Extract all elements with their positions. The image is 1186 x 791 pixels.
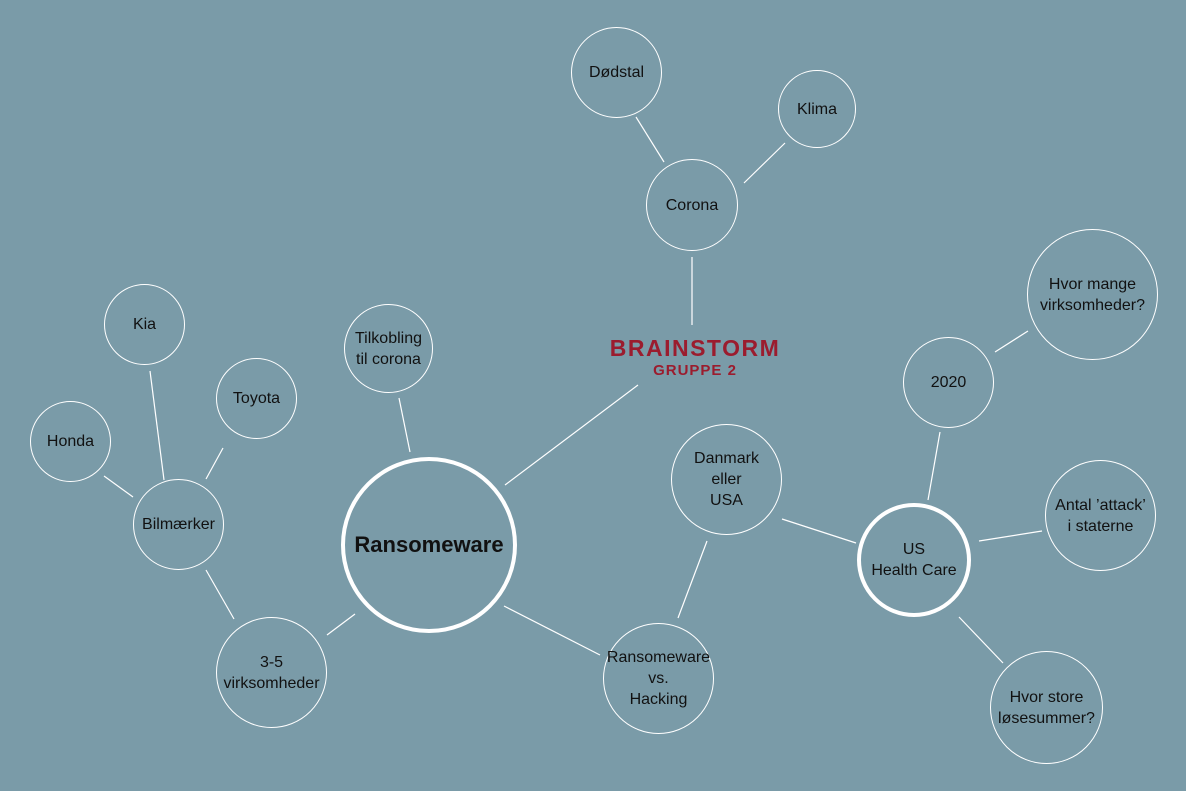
connector-line [504,384,639,486]
connector-line [149,370,165,481]
node-danmark-eller-usa: Danmark eller USA [671,424,782,535]
title-sub: GRUPPE 2 [653,362,737,379]
node-toyota: Toyota [216,358,297,439]
node-dodstal: Dødstal [571,27,662,118]
node-hvor-store-losesummer: Hvor store løsesummer? [990,651,1103,764]
node-label: Tilkobling til corona [355,329,422,368]
node-kia: Kia [104,284,185,365]
node-corona: Corona [646,159,738,251]
node-label: Danmark eller USA [694,450,759,509]
node-label: Honda [46,433,95,450]
connector-line [635,116,665,163]
node-antal-attack: Antal ’attack’ i staterne [1045,460,1156,571]
node-2020: 2020 [903,337,994,428]
node-label: Hvor mange virksomheder? [1040,275,1145,314]
node-3-5-virksomheder: 3-5 virksomheder [216,617,327,728]
connector-line [978,530,1043,542]
connector-line [927,431,941,501]
node-label: Corona [665,196,719,214]
node-label: Antal ’attack’ i staterne [1055,496,1146,535]
node-ransomeware-vs-hacking: Ransomeware vs. Hacking [603,623,714,734]
connector-line [205,447,224,480]
connector-line [743,142,786,184]
brainstorm-title: BRAINSTORM GRUPPE 2 [580,334,810,380]
node-label: Hvor store løsesummer? [998,688,1095,727]
connector-line [994,330,1029,353]
node-label: 2020 [930,374,967,391]
connector-line [205,569,235,620]
node-label: Klima [796,100,837,118]
node-label: 3-5 virksomheder [223,653,320,692]
connector-line [398,397,411,453]
node-label: US Health Care [871,541,957,579]
node-label: Ransomeware vs. Hacking [606,649,711,708]
connector-line [781,518,857,544]
node-label: Bilmærker [142,516,215,533]
node-tilkobling: Tilkobling til corona [344,304,433,393]
connector-line [103,475,134,498]
node-hvor-mange-virksomheder: Hvor mange virksomheder? [1027,229,1158,360]
node-bilmaerker: Bilmærker [133,479,224,570]
node-klima: Klima [778,70,856,148]
node-label: Toyota [232,390,281,407]
connector-line [958,616,1004,664]
connector-line [503,605,601,656]
connector-line [326,613,356,636]
node-label: Kia [132,316,157,333]
connector-line [677,540,708,619]
node-us-health-care: US Health Care [857,503,971,617]
node-label: Ransomeware [354,532,504,557]
node-label: Dødstal [588,64,645,81]
node-ransomeware: Ransomeware [341,457,517,633]
node-honda: Honda [30,401,111,482]
title-main: BRAINSTORM [609,335,781,361]
